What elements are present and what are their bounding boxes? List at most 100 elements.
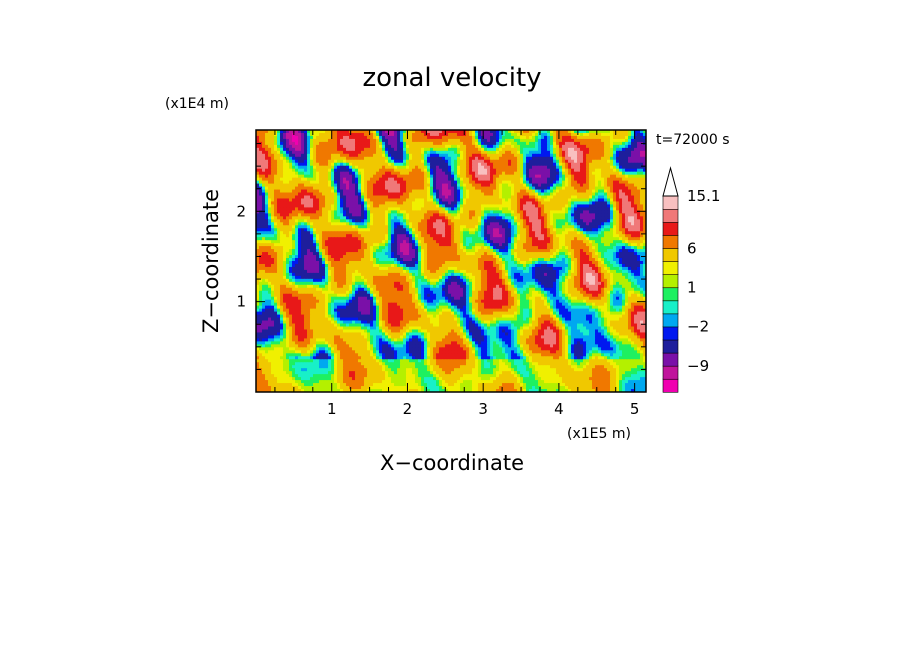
heatmap-cell xyxy=(358,222,362,226)
heatmap-cell xyxy=(625,204,629,208)
heatmap-cell xyxy=(280,132,284,137)
heatmap-cell xyxy=(316,210,320,214)
heatmap-cell xyxy=(361,201,365,205)
heatmap-cell xyxy=(412,171,416,176)
heatmap-cell xyxy=(574,240,578,244)
heatmap-cell xyxy=(421,210,425,214)
heatmap-cell xyxy=(367,225,371,229)
heatmap-cell xyxy=(286,213,290,217)
heatmap-cell xyxy=(454,231,458,235)
heatmap-cell xyxy=(469,141,473,146)
heatmap-cell xyxy=(388,240,392,244)
heatmap-cell xyxy=(481,192,485,196)
heatmap-cell xyxy=(289,207,293,211)
heatmap-cell xyxy=(445,180,449,185)
heatmap-cell xyxy=(475,240,479,244)
heatmap-cell xyxy=(622,168,626,173)
heatmap-cell xyxy=(319,138,323,143)
heatmap-cell xyxy=(475,210,479,214)
heatmap-cell xyxy=(352,228,356,232)
heatmap-cell xyxy=(616,147,620,152)
heatmap-cell xyxy=(490,141,494,146)
heatmap-cell xyxy=(580,150,584,155)
heatmap-cell xyxy=(307,177,311,182)
heatmap-cell xyxy=(544,183,548,188)
heatmap-cell xyxy=(451,174,455,179)
heatmap-cell xyxy=(451,225,455,229)
heatmap-cell xyxy=(583,153,587,158)
heatmap-cell xyxy=(415,234,419,238)
heatmap-cell xyxy=(514,171,518,176)
heatmap-cell xyxy=(601,231,605,235)
heatmap-cell xyxy=(271,234,275,238)
heatmap-cell xyxy=(454,186,458,190)
heatmap-cell xyxy=(391,216,395,220)
heatmap-cell xyxy=(337,228,341,232)
heatmap-cell xyxy=(466,213,470,217)
heatmap-cell xyxy=(550,141,554,146)
heatmap-cell xyxy=(535,156,539,161)
heatmap-cell xyxy=(397,237,401,241)
heatmap-cell xyxy=(274,228,278,232)
heatmap-cell xyxy=(340,201,344,205)
heatmap-cell xyxy=(412,150,416,155)
heatmap-cell xyxy=(583,159,587,164)
heatmap-cell xyxy=(568,147,572,152)
heatmap-cell xyxy=(499,168,503,173)
heatmap-cell xyxy=(640,180,644,185)
heatmap-cell xyxy=(442,144,446,149)
heatmap-cell xyxy=(523,204,527,208)
heatmap-cell xyxy=(535,219,539,223)
heatmap-cell xyxy=(427,156,431,161)
heatmap-cell xyxy=(625,159,629,164)
heatmap-cell xyxy=(442,132,446,137)
heatmap-cell xyxy=(496,180,500,185)
heatmap-cell xyxy=(313,216,317,220)
heatmap-cell xyxy=(622,207,626,211)
heatmap-cell xyxy=(529,150,533,155)
heatmap-cell xyxy=(643,219,647,223)
heatmap-cell xyxy=(412,153,416,158)
heatmap-cell xyxy=(298,180,302,185)
heatmap-cell xyxy=(478,219,482,223)
heatmap-cell xyxy=(400,234,404,238)
heatmap-cell xyxy=(295,174,299,179)
heatmap-cell xyxy=(526,192,530,196)
heatmap-cell xyxy=(577,171,581,176)
heatmap-cell xyxy=(262,201,266,205)
heatmap-cell xyxy=(556,222,560,226)
heatmap-cell xyxy=(403,219,407,223)
heatmap-cell xyxy=(523,141,527,146)
heatmap-cell xyxy=(283,138,287,143)
heatmap-cell xyxy=(340,231,344,235)
heatmap-cell xyxy=(616,186,620,190)
heatmap-cell xyxy=(403,153,407,158)
heatmap-cell xyxy=(391,180,395,185)
heatmap-cell xyxy=(307,237,311,241)
heatmap-cell xyxy=(592,138,596,143)
heatmap-cell xyxy=(430,195,434,199)
heatmap-cell xyxy=(376,195,380,199)
heatmap-cell xyxy=(364,240,368,244)
heatmap-cell xyxy=(268,135,272,140)
heatmap-cell xyxy=(463,168,467,173)
heatmap-cell xyxy=(622,153,626,158)
heatmap-cell xyxy=(322,138,326,143)
heatmap-cell xyxy=(463,156,467,161)
heatmap-cell xyxy=(319,153,323,158)
heatmap-cell xyxy=(631,216,635,220)
heatmap-cell xyxy=(325,186,329,190)
heatmap-cell xyxy=(298,174,302,179)
heatmap-cell xyxy=(355,156,359,161)
heatmap-cell xyxy=(622,231,626,235)
heatmap-cell xyxy=(592,183,596,188)
heatmap-cell xyxy=(406,186,410,190)
heatmap-cell xyxy=(304,150,308,155)
heatmap-cell xyxy=(346,183,350,188)
heatmap-cell xyxy=(499,213,503,217)
heatmap-cell xyxy=(568,130,572,134)
heatmap-cell xyxy=(313,192,317,196)
heatmap-cell xyxy=(436,216,440,220)
heatmap-cell xyxy=(268,195,272,199)
heatmap-cell xyxy=(271,144,275,149)
